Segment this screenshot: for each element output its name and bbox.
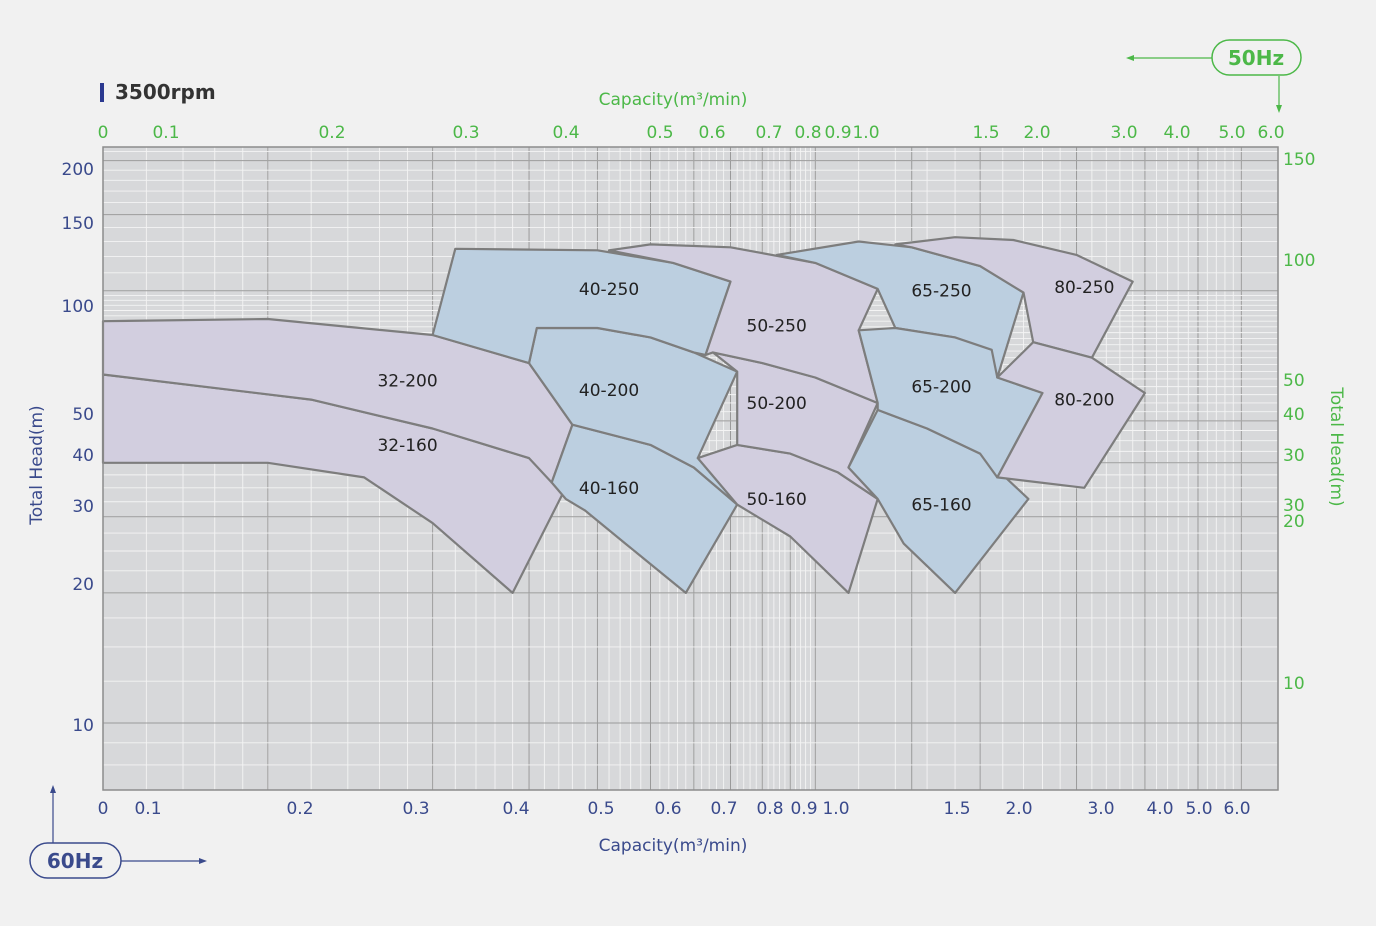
x-top-tick-label: 0.5 — [646, 123, 673, 143]
x-top-tick-label: 3.0 — [1110, 123, 1137, 143]
y-left-axis-label: Total Head(m) — [27, 405, 47, 525]
x-top-tick-label: 2.0 — [1023, 123, 1050, 143]
y-right-tick-label: 150 — [1283, 150, 1315, 170]
x-top-tick-label: 4.0 — [1163, 123, 1190, 143]
x-bottom-axis-label: Capacity(m³/min) — [599, 836, 748, 856]
x-bottom-tick-label: 0.5 — [587, 799, 614, 819]
x-bottom-tick-label: 5.0 — [1185, 799, 1212, 819]
badge-60hz-text: 60Hz — [47, 849, 103, 873]
x-bottom-tick-label: 0.6 — [654, 799, 681, 819]
x-bottom-tick-label: 0.4 — [502, 799, 529, 819]
region-label: 32-200 — [377, 371, 437, 391]
y-right-tick-label: 30 — [1283, 446, 1305, 466]
x-top-tick-label: 1.5 — [972, 123, 999, 143]
y-right-tick-label: 100 — [1283, 251, 1315, 271]
region-label: 40-160 — [579, 479, 639, 499]
region-label: 80-250 — [1054, 278, 1114, 298]
x-top-tick-label: 1.0 — [852, 123, 879, 143]
pump-regions — [101, 236, 1146, 594]
region-label: 50-200 — [747, 394, 807, 414]
x-top-tick-label: 0.3 — [452, 123, 479, 143]
region-label: 65-160 — [911, 496, 971, 516]
region-label: 40-250 — [579, 280, 639, 300]
y-right-tick-label: 50 — [1283, 371, 1305, 391]
y-left-tick-label: 200 — [62, 160, 94, 180]
region-label: 80-200 — [1054, 391, 1114, 411]
x-top-axis-label: Capacity(m³/min) — [599, 90, 748, 110]
x-bottom-tick-label: 0 — [98, 799, 109, 819]
x-bottom-tick-label: 0.8 — [756, 799, 783, 819]
x-bottom-tick-label: 2.0 — [1005, 799, 1032, 819]
x-top-tick-label: 6.0 — [1257, 123, 1284, 143]
y-left-tick-label: 100 — [62, 297, 94, 317]
y-right-tick-label: 20 — [1283, 512, 1305, 532]
x-bottom-ticks: 0 0.1 0.2 0.3 0.4 0.5 0.6 0.7 0.8 0.9 1.0 1.5 2.0 3.0… — [98, 799, 1251, 819]
x-bottom-tick-label: 1.5 — [943, 799, 970, 819]
badge-60hz: 60Hz — [29, 785, 207, 879]
y-left-tick-label: 30 — [72, 497, 94, 517]
y-left-tick-label: 40 — [72, 446, 94, 466]
region-label: 32-160 — [377, 436, 437, 456]
x-top-tick-label: 0 — [98, 123, 109, 143]
region-label: 50-160 — [747, 490, 807, 510]
y-left-tick-label: 20 — [72, 575, 94, 595]
x-bottom-tick-label: 0.3 — [402, 799, 429, 819]
y-left-tick-label: 150 — [62, 214, 94, 234]
title-marker — [100, 83, 104, 102]
region-label: 50-250 — [747, 317, 807, 337]
region-label: 65-200 — [911, 378, 971, 398]
region-80-200 — [996, 341, 1146, 489]
x-bottom-tick-label: 0.7 — [710, 799, 737, 819]
x-bottom-tick-label: 0.2 — [286, 799, 313, 819]
x-bottom-tick-label: 3.0 — [1087, 799, 1114, 819]
x-bottom-tick-label: 1.0 — [822, 799, 849, 819]
region-label: 40-200 — [579, 381, 639, 401]
x-top-tick-label: 0.4 — [552, 123, 579, 143]
y-right-tick-label: 10 — [1283, 674, 1305, 694]
x-bottom-tick-label: 4.0 — [1146, 799, 1173, 819]
plot-frame — [102, 146, 1279, 791]
x-bottom-tick-label: 0.9 — [790, 799, 817, 819]
x-top-tick-label: 0.2 — [318, 123, 345, 143]
x-top-tick-label: 5.0 — [1218, 123, 1245, 143]
region-50-250 — [607, 243, 879, 405]
x-top-tick-label: 0.9 — [824, 123, 851, 143]
x-top-tick-label: 0.8 — [794, 123, 821, 143]
x-top-tick-label: 0.7 — [755, 123, 782, 143]
badge-50hz-text: 50Hz — [1228, 46, 1284, 70]
y-right-axis-label: Total Head(m) — [1326, 386, 1346, 506]
x-top-tick-label: 0.6 — [698, 123, 725, 143]
x-top-ticks: 0 0.1 0.2 0.3 0.4 0.5 0.6 0.7 0.8 0.9 1.0 1.5 2.0 3.0… — [98, 123, 1285, 143]
y-right-tick-label: 30 — [1283, 496, 1305, 516]
y-right-tick-label: 40 — [1283, 405, 1305, 425]
y-left-tick-label: 10 — [72, 716, 94, 736]
x-top-tick-label: 0.1 — [152, 123, 179, 143]
y-left-tick-label: 50 — [72, 405, 94, 425]
region-label: 65-250 — [911, 282, 971, 302]
badge-50hz: 50Hz — [1126, 39, 1302, 113]
region-labels: 32-200 32-160 40-250 40-200 40-160 50-250 50-2… — [377, 278, 1114, 516]
y-left-ticks: 200 150 100 50 40 30 20 10 — [62, 160, 94, 736]
x-bottom-tick-label: 6.0 — [1223, 799, 1250, 819]
x-bottom-tick-label: 0.1 — [134, 799, 161, 819]
chart-title: 3500rpm — [115, 80, 216, 104]
